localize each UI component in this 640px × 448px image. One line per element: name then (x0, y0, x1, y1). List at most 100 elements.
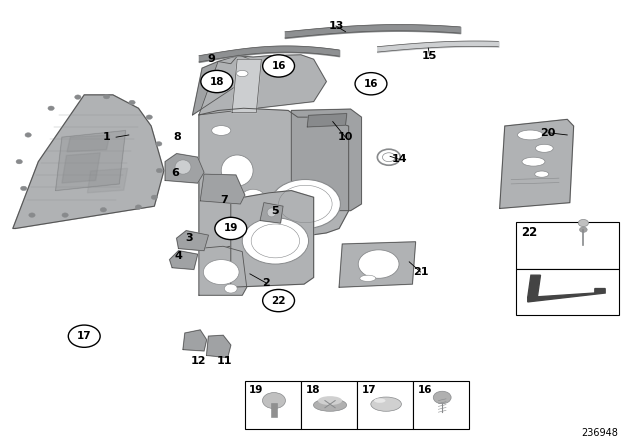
Text: 1: 1 (102, 132, 111, 142)
Text: 19: 19 (249, 385, 264, 395)
Circle shape (201, 70, 233, 93)
Polygon shape (207, 335, 231, 358)
Ellipse shape (175, 160, 191, 174)
Circle shape (204, 260, 239, 284)
Circle shape (20, 186, 27, 190)
Text: 3: 3 (186, 233, 193, 243)
Bar (245, 381, 301, 429)
Circle shape (580, 227, 587, 233)
Circle shape (151, 195, 157, 199)
Polygon shape (56, 130, 125, 190)
Circle shape (146, 115, 152, 119)
Circle shape (156, 168, 163, 173)
Polygon shape (199, 55, 326, 115)
Circle shape (103, 95, 109, 99)
Polygon shape (307, 114, 347, 127)
Circle shape (48, 106, 54, 111)
Text: 19: 19 (223, 224, 238, 233)
Circle shape (270, 180, 340, 228)
Polygon shape (88, 168, 127, 193)
Polygon shape (260, 202, 283, 223)
Ellipse shape (536, 144, 553, 152)
Polygon shape (500, 119, 573, 208)
Ellipse shape (371, 397, 401, 411)
Ellipse shape (535, 171, 548, 177)
Text: 2: 2 (262, 278, 269, 288)
Ellipse shape (209, 78, 227, 87)
Polygon shape (62, 153, 100, 183)
Circle shape (100, 207, 106, 212)
Ellipse shape (360, 275, 376, 281)
Circle shape (579, 220, 588, 227)
Bar (413, 381, 469, 429)
Polygon shape (199, 246, 246, 295)
Text: 16: 16 (417, 385, 432, 395)
Text: 236948: 236948 (581, 428, 618, 438)
Polygon shape (170, 251, 198, 269)
Text: 10: 10 (338, 132, 353, 142)
Polygon shape (200, 174, 245, 204)
Polygon shape (231, 190, 314, 287)
Circle shape (358, 250, 399, 278)
Text: 22: 22 (271, 296, 286, 306)
Circle shape (355, 73, 387, 95)
Text: 6: 6 (171, 168, 179, 178)
Circle shape (243, 218, 308, 264)
Text: 17: 17 (362, 385, 376, 395)
Text: 16: 16 (364, 79, 378, 89)
Circle shape (25, 133, 31, 137)
Ellipse shape (237, 70, 248, 77)
Circle shape (215, 217, 246, 240)
Text: 9: 9 (208, 54, 216, 64)
Circle shape (68, 325, 100, 347)
Bar (271, 403, 277, 417)
Ellipse shape (518, 130, 543, 140)
Circle shape (242, 189, 264, 205)
Polygon shape (13, 95, 164, 228)
Circle shape (75, 95, 81, 99)
Text: 17: 17 (77, 331, 92, 341)
Circle shape (225, 284, 237, 293)
Circle shape (262, 392, 285, 409)
Polygon shape (199, 108, 349, 251)
Circle shape (29, 213, 35, 217)
Ellipse shape (522, 157, 545, 166)
Ellipse shape (267, 208, 276, 217)
Polygon shape (339, 242, 415, 287)
Ellipse shape (374, 398, 385, 403)
Text: 18: 18 (209, 77, 224, 86)
Circle shape (62, 213, 68, 217)
Ellipse shape (318, 396, 342, 405)
Bar (301, 381, 357, 429)
Text: 8: 8 (173, 132, 181, 142)
Text: 11: 11 (217, 356, 232, 366)
Text: 16: 16 (271, 61, 286, 71)
Polygon shape (232, 59, 261, 113)
Polygon shape (165, 154, 204, 183)
Polygon shape (177, 231, 209, 251)
Text: 13: 13 (328, 21, 344, 31)
Circle shape (262, 55, 294, 77)
Ellipse shape (314, 399, 347, 411)
Text: 4: 4 (175, 251, 182, 261)
Circle shape (135, 205, 141, 209)
Text: 5: 5 (271, 206, 279, 215)
Text: 20: 20 (540, 128, 556, 138)
Text: 12: 12 (191, 356, 207, 366)
Circle shape (262, 289, 294, 312)
Polygon shape (291, 109, 362, 211)
Text: 14: 14 (392, 155, 408, 164)
Text: 21: 21 (413, 267, 428, 277)
Ellipse shape (221, 155, 253, 186)
Polygon shape (528, 289, 605, 302)
Ellipse shape (212, 125, 231, 135)
Bar (516, 222, 620, 268)
Circle shape (16, 159, 22, 164)
Text: 22: 22 (522, 225, 538, 238)
Text: 15: 15 (422, 51, 437, 61)
Circle shape (433, 391, 451, 404)
Text: 7: 7 (221, 194, 228, 205)
Polygon shape (67, 135, 109, 152)
Bar (516, 268, 620, 315)
Circle shape (156, 142, 162, 146)
